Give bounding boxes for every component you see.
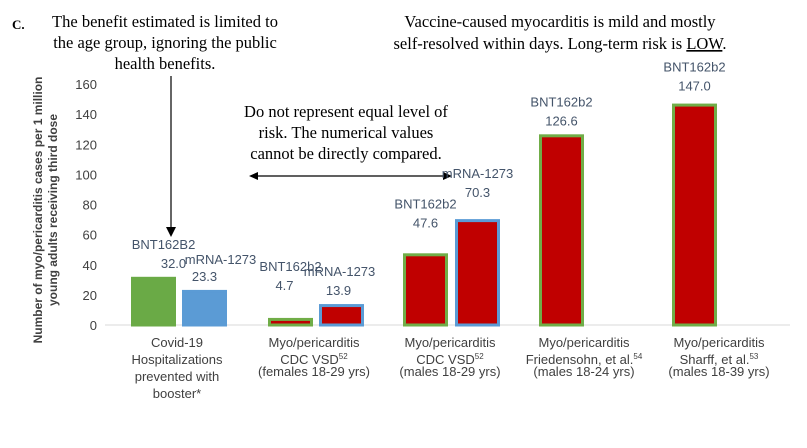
mild-note-suffix: . <box>722 34 726 53</box>
category-label: Myo/pericarditis Sharff, et al.53 (males 1… <box>668 335 769 379</box>
y-tick-label: 140 <box>75 107 97 122</box>
bar-value-label: 23.3 <box>192 269 217 284</box>
bar-value-label: 32.0 <box>161 256 186 271</box>
bar-series-label: mRNA-1273 <box>185 252 257 267</box>
y-axis-title-line: young adults receiving third dose <box>46 114 60 306</box>
risk-arrowhead-left <box>249 172 258 180</box>
y-axis-title-line: Number of myo/pericarditis cases per 1 m… <box>31 77 45 344</box>
category-label-line: Friedensohn, et al. <box>526 352 634 367</box>
bar <box>539 134 584 327</box>
bar <box>672 103 717 327</box>
category-label-line: booster* <box>153 386 201 401</box>
y-tick-label: 100 <box>75 167 97 182</box>
bar <box>182 289 227 327</box>
category-label-line: Covid-19 <box>151 335 203 350</box>
bar-series-label: mRNA-1273 <box>442 166 514 181</box>
bar-value-label: 70.3 <box>465 185 490 200</box>
bar-series-label: BNT162B2 <box>132 237 196 252</box>
y-tick-label: 80 <box>83 198 97 213</box>
bar-value-label: 4.7 <box>275 278 293 293</box>
category-label-line: (males 18-24 yrs) <box>533 364 634 379</box>
category-reference-superscript: 52 <box>339 352 348 361</box>
category-labels: Covid-19 Hospitalizations prevented with bo… <box>131 335 769 401</box>
category-label-line: Myo/pericarditis <box>673 335 765 350</box>
y-tick-label: 120 <box>75 137 97 152</box>
category-label-line: CDC VSD <box>416 352 475 367</box>
bar-series-label: BNT162b2 <box>259 259 321 274</box>
category-label: Myo/pericarditis CDC VSD52 (females 18-29 … <box>258 335 370 379</box>
bars <box>131 103 717 327</box>
category-label-line: prevented with <box>135 369 220 384</box>
mild-note-line: Vaccine-caused myocarditis is mild and m… <box>404 12 716 31</box>
y-tick-label: 40 <box>83 258 97 273</box>
mild-note-line: self-resolved within days. Long-term ris… <box>393 34 726 53</box>
category-reference-superscript: 52 <box>475 352 484 361</box>
category-label: Myo/pericarditis Friedensohn, et al.54 (ma… <box>526 335 643 379</box>
bar-series-label: BNT162b2 <box>394 196 456 211</box>
category-label-line: Sharff, et al. <box>680 352 750 367</box>
risk-note-line: risk. The numerical values <box>259 123 434 142</box>
risk-note-line: cannot be directly compared. <box>250 144 442 163</box>
category-reference-superscript: 53 <box>749 352 758 361</box>
bar <box>455 219 500 327</box>
category-label-line: CDC VSD <box>280 352 339 367</box>
y-tick-label: 160 <box>75 77 97 92</box>
benefit-arrowhead <box>166 227 176 237</box>
y-tick-label: 20 <box>83 288 97 303</box>
bar-series-label: BNT162b2 <box>663 60 725 75</box>
bar <box>319 304 364 327</box>
category-label-line: (females 18-29 yrs) <box>258 364 370 379</box>
mild-note-prefix: self-resolved within days. Long-term ris… <box>393 34 686 53</box>
category-label-line: Myo/pericarditis <box>404 335 496 350</box>
category-label: Myo/pericarditis CDC VSD52 (males 18-29 yr… <box>399 335 500 379</box>
category-label: Covid-19 Hospitalizations prevented with bo… <box>131 335 223 401</box>
y-tick-label: 0 <box>90 318 97 333</box>
benefit-note-line: health benefits. <box>115 54 216 73</box>
bar-labels: BNT162B232.0mRNA-127323.3BNT162b24.7mRNA… <box>132 60 726 298</box>
category-label-line: Hospitalizations <box>131 352 223 367</box>
bar-value-label: 126.6 <box>545 113 578 128</box>
benefit-note-line: The benefit estimated is limited to <box>52 12 278 31</box>
category-reference-superscript: 54 <box>633 352 642 361</box>
risk-arrowhead-right <box>443 172 452 180</box>
risk-note-line: Do not represent equal level of <box>244 102 448 121</box>
bar-series-label: mRNA-1273 <box>304 264 376 279</box>
bar <box>403 253 448 327</box>
benefit-note-line: the age group, ignoring the public <box>53 33 277 52</box>
bar <box>268 317 313 327</box>
category-label-line: (males 18-29 yrs) <box>399 364 500 379</box>
category-label-line: (males 18-39 yrs) <box>668 364 769 379</box>
bar-series-label: BNT162b2 <box>530 94 592 109</box>
y-tick-label: 60 <box>83 228 97 243</box>
panel-label: C. <box>12 17 25 32</box>
y-axis-title: Number of myo/pericarditis cases per 1 m… <box>31 77 60 344</box>
annotations: The benefit estimated is limited to the … <box>52 12 727 237</box>
category-label-line: Myo/pericarditis <box>268 335 360 350</box>
bar <box>131 276 176 327</box>
bar-value-label: 147.0 <box>678 79 711 94</box>
y-axis-ticks: 0 20 40 60 80 100 120 140 160 <box>75 77 97 333</box>
category-label-line: Myo/pericarditis <box>538 335 630 350</box>
mild-note-emphasis: LOW <box>686 34 724 53</box>
bar-value-label: 13.9 <box>326 283 351 298</box>
bar-value-label: 47.6 <box>413 215 438 230</box>
